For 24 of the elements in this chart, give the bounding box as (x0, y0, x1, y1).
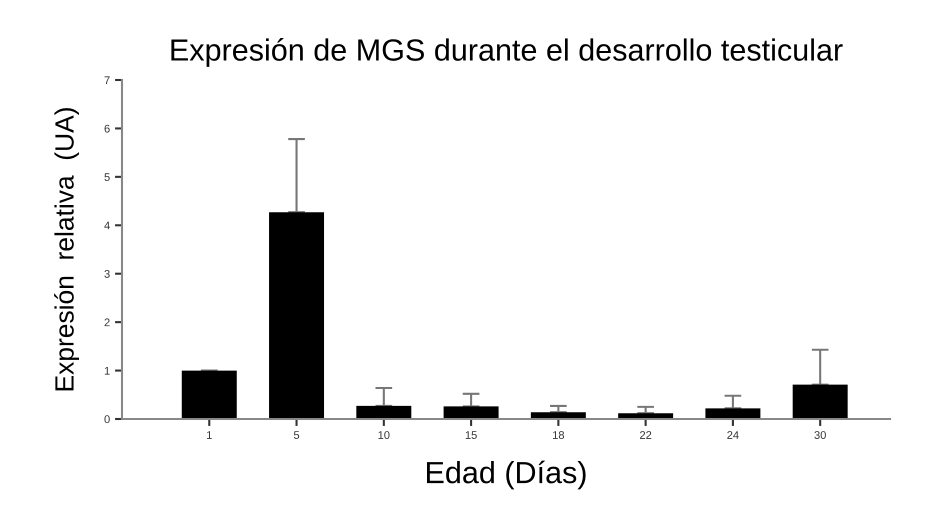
x-tick-label: 10 (378, 431, 390, 439)
x-tick-label: 22 (640, 431, 652, 439)
bar (356, 406, 412, 419)
y-tick-label: 1 (104, 366, 110, 375)
bar (792, 384, 848, 419)
y-tick-label: 0 (104, 415, 110, 424)
bar (182, 370, 237, 419)
x-tick-label: 15 (466, 431, 477, 439)
x-axis-title: Edad (Días) (426, 460, 586, 490)
x-tick-label: 5 (294, 431, 300, 439)
y-tick-label: 4 (104, 222, 110, 230)
y-axis-title: Expresión relativa (UA) (54, 108, 80, 390)
y-tick-label: 3 (104, 270, 110, 278)
y-tick-label: 2 (104, 318, 110, 326)
y-tick-label: 5 (104, 173, 110, 181)
y-tick-label: 7 (104, 76, 110, 84)
bar (269, 212, 324, 419)
x-tick-label: 30 (814, 431, 826, 439)
chart-title: Expresión de MGS durante el desarrollo testicular (171, 38, 843, 67)
x-tick-label: 24 (727, 431, 739, 439)
bar (444, 406, 499, 419)
y-tick-label: 6 (104, 124, 110, 133)
x-tick-label: 18 (553, 431, 564, 439)
x-tick-label: 1 (207, 431, 212, 439)
